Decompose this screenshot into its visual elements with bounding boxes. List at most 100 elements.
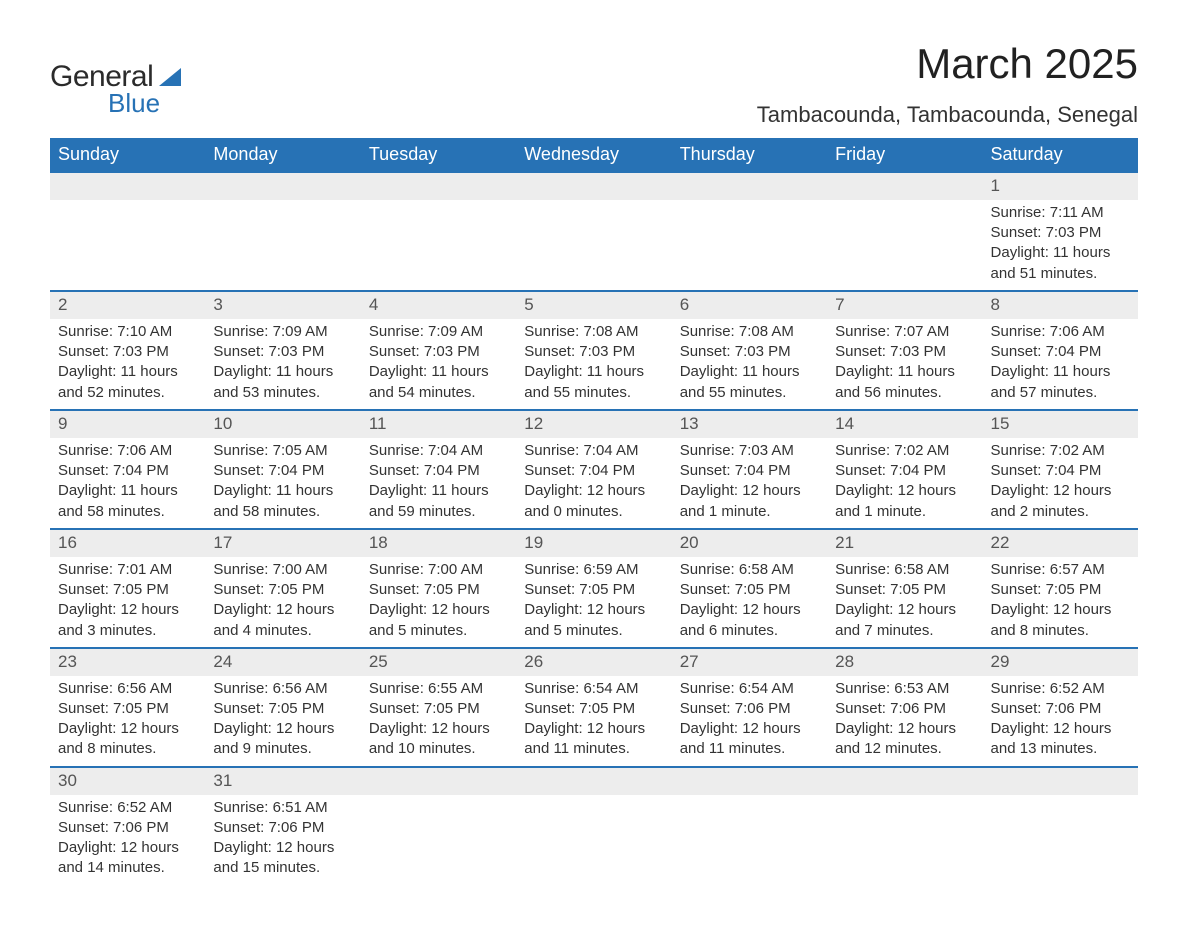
day-detail-cell: Sunrise: 6:53 AMSunset: 7:06 PMDaylight:… [827,676,982,767]
day-d1: Daylight: 12 hours [680,600,819,620]
day-ss: Sunset: 7:05 PM [58,580,197,600]
day-sr: Sunrise: 7:05 AM [213,441,352,461]
day-ss: Sunset: 7:03 PM [991,223,1130,243]
day-d1: Daylight: 12 hours [58,719,197,739]
day-ss: Sunset: 7:05 PM [213,699,352,719]
day-detail-cell: Sunrise: 7:08 AMSunset: 7:03 PMDaylight:… [672,319,827,410]
day-d1: Daylight: 12 hours [524,600,663,620]
day-number-cell [672,767,827,795]
day-d2: and 7 minutes. [835,621,974,641]
logo-triangle-icon [159,68,181,86]
day-detail-cell: Sunrise: 7:11 AMSunset: 7:03 PMDaylight:… [983,200,1138,291]
day-number-cell: 14 [827,410,982,438]
day-d2: and 8 minutes. [991,621,1130,641]
day-d2: and 15 minutes. [213,858,352,878]
day-d2: and 6 minutes. [680,621,819,641]
day-number-cell: 21 [827,529,982,557]
day-number-cell: 9 [50,410,205,438]
day-detail-cell [672,200,827,291]
day-number-cell: 15 [983,410,1138,438]
day-ss: Sunset: 7:04 PM [213,461,352,481]
day-sr: Sunrise: 7:00 AM [369,560,508,580]
day-sr: Sunrise: 7:07 AM [835,322,974,342]
detail-row: Sunrise: 6:56 AMSunset: 7:05 PMDaylight:… [50,676,1138,767]
day-d2: and 5 minutes. [369,621,508,641]
day-detail-cell: Sunrise: 7:02 AMSunset: 7:04 PMDaylight:… [983,438,1138,529]
day-number-cell: 3 [205,291,360,319]
day-ss: Sunset: 7:03 PM [680,342,819,362]
day-ss: Sunset: 7:05 PM [524,699,663,719]
daynum-row: 1 [50,172,1138,200]
day-sr: Sunrise: 7:08 AM [524,322,663,342]
location: Tambacounda, Tambacounda, Senegal [757,102,1138,128]
day-d1: Daylight: 11 hours [213,362,352,382]
calendar-body: 1Sunrise: 7:11 AMSunset: 7:03 PMDaylight… [50,172,1138,885]
day-d2: and 57 minutes. [991,383,1130,403]
day-ss: Sunset: 7:03 PM [835,342,974,362]
day-d2: and 55 minutes. [524,383,663,403]
day-d2: and 14 minutes. [58,858,197,878]
day-sr: Sunrise: 7:02 AM [835,441,974,461]
day-d2: and 59 minutes. [369,502,508,522]
day-ss: Sunset: 7:04 PM [991,461,1130,481]
day-number-cell: 19 [516,529,671,557]
day-number-cell [50,172,205,200]
day-sr: Sunrise: 7:02 AM [991,441,1130,461]
day-number-cell [361,172,516,200]
day-ss: Sunset: 7:05 PM [369,580,508,600]
day-detail-cell: Sunrise: 6:58 AMSunset: 7:05 PMDaylight:… [827,557,982,648]
day-detail-cell [361,200,516,291]
day-d2: and 56 minutes. [835,383,974,403]
day-d2: and 1 minute. [680,502,819,522]
day-header-row: SundayMondayTuesdayWednesdayThursdayFrid… [50,138,1138,172]
day-ss: Sunset: 7:04 PM [835,461,974,481]
day-ss: Sunset: 7:04 PM [369,461,508,481]
day-header: Friday [827,138,982,172]
day-d1: Daylight: 11 hours [213,481,352,501]
day-ss: Sunset: 7:05 PM [58,699,197,719]
day-sr: Sunrise: 7:01 AM [58,560,197,580]
day-detail-cell [516,200,671,291]
day-detail-cell: Sunrise: 7:10 AMSunset: 7:03 PMDaylight:… [50,319,205,410]
day-detail-cell: Sunrise: 6:59 AMSunset: 7:05 PMDaylight:… [516,557,671,648]
detail-row: Sunrise: 7:11 AMSunset: 7:03 PMDaylight:… [50,200,1138,291]
daynum-row: 23242526272829 [50,648,1138,676]
day-d1: Daylight: 12 hours [58,838,197,858]
day-d1: Daylight: 11 hours [991,243,1130,263]
day-d2: and 54 minutes. [369,383,508,403]
day-number-cell: 30 [50,767,205,795]
day-detail-cell: Sunrise: 7:08 AMSunset: 7:03 PMDaylight:… [516,319,671,410]
daynum-row: 2345678 [50,291,1138,319]
day-ss: Sunset: 7:06 PM [680,699,819,719]
day-d1: Daylight: 11 hours [991,362,1130,382]
day-d1: Daylight: 11 hours [58,481,197,501]
day-sr: Sunrise: 7:06 AM [991,322,1130,342]
day-detail-cell [983,795,1138,885]
day-sr: Sunrise: 7:00 AM [213,560,352,580]
day-ss: Sunset: 7:04 PM [991,342,1130,362]
day-detail-cell: Sunrise: 7:01 AMSunset: 7:05 PMDaylight:… [50,557,205,648]
day-sr: Sunrise: 6:56 AM [213,679,352,699]
day-detail-cell [50,200,205,291]
day-sr: Sunrise: 7:03 AM [680,441,819,461]
day-number-cell: 22 [983,529,1138,557]
day-detail-cell: Sunrise: 6:58 AMSunset: 7:05 PMDaylight:… [672,557,827,648]
day-number-cell: 1 [983,172,1138,200]
day-ss: Sunset: 7:03 PM [58,342,197,362]
day-number-cell [205,172,360,200]
detail-row: Sunrise: 7:01 AMSunset: 7:05 PMDaylight:… [50,557,1138,648]
day-header: Thursday [672,138,827,172]
day-detail-cell: Sunrise: 7:06 AMSunset: 7:04 PMDaylight:… [50,438,205,529]
day-number-cell: 10 [205,410,360,438]
day-d1: Daylight: 12 hours [680,719,819,739]
day-sr: Sunrise: 6:58 AM [835,560,974,580]
day-detail-cell: Sunrise: 7:00 AMSunset: 7:05 PMDaylight:… [205,557,360,648]
day-header: Sunday [50,138,205,172]
day-sr: Sunrise: 6:57 AM [991,560,1130,580]
day-number-cell: 13 [672,410,827,438]
daynum-row: 16171819202122 [50,529,1138,557]
day-sr: Sunrise: 7:09 AM [213,322,352,342]
day-detail-cell: Sunrise: 6:54 AMSunset: 7:06 PMDaylight:… [672,676,827,767]
day-detail-cell [827,200,982,291]
day-number-cell: 11 [361,410,516,438]
